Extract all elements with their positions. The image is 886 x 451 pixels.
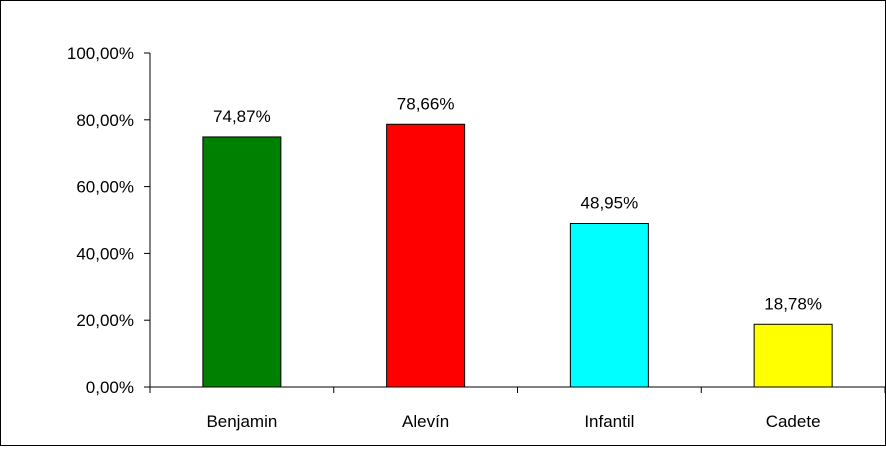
bars xyxy=(202,123,833,388)
data-label: 48,95% xyxy=(581,194,639,213)
y-tick-label: 20,00% xyxy=(76,311,134,330)
y-tick-label: 100,00% xyxy=(67,44,134,63)
y-tick-label: 0,00% xyxy=(86,378,134,397)
bar-cadete xyxy=(753,323,833,388)
data-label: 18,78% xyxy=(764,294,822,313)
y-tick-label: 60,00% xyxy=(76,178,134,197)
x-tick-label: Alevín xyxy=(402,412,449,431)
bar-benjamin xyxy=(202,136,282,388)
y-tick-label: 80,00% xyxy=(76,111,134,130)
bar-alevín xyxy=(386,123,466,388)
data-label: 74,87% xyxy=(213,107,271,126)
data-label: 78,66% xyxy=(397,94,455,113)
y-axis: 0,00% 20,00% 40,00% 60,00% 80,00% 100,00% xyxy=(67,44,151,397)
y-tick-label: 40,00% xyxy=(76,244,134,263)
x-tick-label: Cadete xyxy=(766,412,821,431)
bar-infantil xyxy=(569,223,649,388)
x-tick-label: Infantil xyxy=(584,412,634,431)
x-tick-label: Benjamin xyxy=(206,412,277,431)
data-labels: 74,87% 78,66% 48,95% 18,78% xyxy=(213,94,822,313)
